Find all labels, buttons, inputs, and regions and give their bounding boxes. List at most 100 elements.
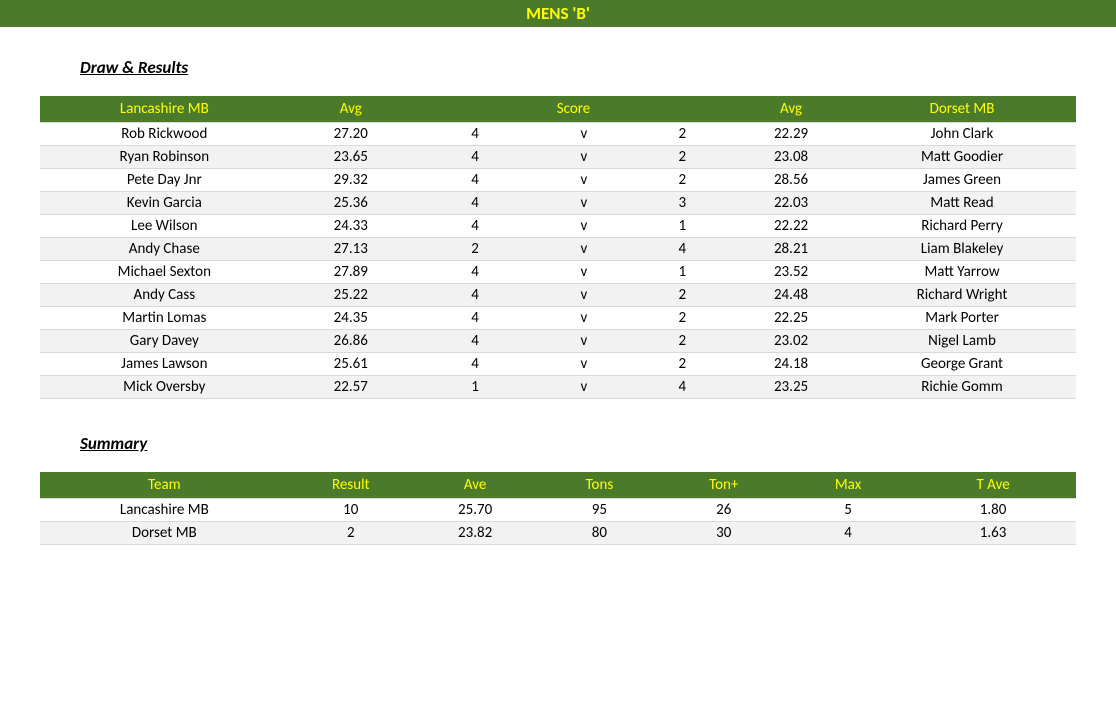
table-row: Gary Davey26.864v223.02Nigel Lamb xyxy=(40,330,1076,353)
table-row: Kevin Garcia25.364v322.03Matt Read xyxy=(40,192,1076,215)
score-right: 2 xyxy=(630,123,734,146)
versus: v xyxy=(537,169,630,192)
player-right: George Grant xyxy=(848,353,1076,376)
tonp: 26 xyxy=(662,499,786,522)
result: 10 xyxy=(289,499,413,522)
avg-left: 22.57 xyxy=(289,376,413,399)
player-right: Matt Yarrow xyxy=(848,261,1076,284)
tave: 1.63 xyxy=(910,522,1076,545)
col-score: Score xyxy=(413,96,734,123)
player-left: Andy Cass xyxy=(40,284,289,307)
player-left: Pete Day Jnr xyxy=(40,169,289,192)
col-team: Team xyxy=(40,472,289,499)
table-row: Pete Day Jnr29.324v228.56James Green xyxy=(40,169,1076,192)
avg-right: 22.03 xyxy=(734,192,848,215)
player-right: Richard Wright xyxy=(848,284,1076,307)
score-left: 4 xyxy=(413,169,537,192)
avg-left: 24.33 xyxy=(289,215,413,238)
table-row: Mick Oversby22.571v423.25Richie Gomm xyxy=(40,376,1076,399)
player-right: Richard Perry xyxy=(848,215,1076,238)
table-row: James Lawson25.614v224.18George Grant xyxy=(40,353,1076,376)
player-left: James Lawson xyxy=(40,353,289,376)
table-row: Andy Cass25.224v224.48Richard Wright xyxy=(40,284,1076,307)
player-left: Ryan Robinson xyxy=(40,146,289,169)
score-left: 4 xyxy=(413,353,537,376)
score-left: 4 xyxy=(413,192,537,215)
versus: v xyxy=(537,192,630,215)
page-title-bar: MENS 'B' xyxy=(0,0,1116,27)
table-row: Andy Chase27.132v428.21Liam Blakeley xyxy=(40,238,1076,261)
versus: v xyxy=(537,261,630,284)
avg-right: 23.02 xyxy=(734,330,848,353)
avg-right: 28.56 xyxy=(734,169,848,192)
avg-left: 25.36 xyxy=(289,192,413,215)
avg-left: 24.35 xyxy=(289,307,413,330)
max: 4 xyxy=(786,522,910,545)
avg-right: 23.52 xyxy=(734,261,848,284)
team: Dorset MB xyxy=(40,522,289,545)
score-right: 1 xyxy=(630,215,734,238)
summary-header-row: Team Result Ave Tons Ton+ Max T Ave xyxy=(40,472,1076,499)
table-row: Michael Sexton27.894v123.52Matt Yarrow xyxy=(40,261,1076,284)
player-right: Nigel Lamb xyxy=(848,330,1076,353)
score-right: 4 xyxy=(630,238,734,261)
versus: v xyxy=(537,146,630,169)
avg-left: 29.32 xyxy=(289,169,413,192)
player-right: Mark Porter xyxy=(848,307,1076,330)
avg-right: 22.22 xyxy=(734,215,848,238)
score-right: 2 xyxy=(630,330,734,353)
avg-right: 28.21 xyxy=(734,238,848,261)
score-right: 2 xyxy=(630,169,734,192)
table-row: Ryan Robinson23.654v223.08Matt Goodier xyxy=(40,146,1076,169)
table-row: Lancashire MB1025.70952651.80 xyxy=(40,499,1076,522)
col-tonp: Ton+ xyxy=(662,472,786,499)
player-right: Richie Gomm xyxy=(848,376,1076,399)
player-right: Matt Goodier xyxy=(848,146,1076,169)
versus: v xyxy=(537,376,630,399)
player-left: Rob Rickwood xyxy=(40,123,289,146)
table-row: Martin Lomas24.354v222.25Mark Porter xyxy=(40,307,1076,330)
col-max: Max xyxy=(786,472,910,499)
table-row: Dorset MB223.82803041.63 xyxy=(40,522,1076,545)
score-left: 4 xyxy=(413,146,537,169)
avg-right: 22.25 xyxy=(734,307,848,330)
tonp: 30 xyxy=(662,522,786,545)
table-row: Lee Wilson24.334v122.22Richard Perry xyxy=(40,215,1076,238)
team: Lancashire MB xyxy=(40,499,289,522)
col-ave: Ave xyxy=(413,472,537,499)
col-avg-right: Avg xyxy=(734,96,848,123)
avg-right: 22.29 xyxy=(734,123,848,146)
score-left: 4 xyxy=(413,330,537,353)
col-tons: Tons xyxy=(537,472,661,499)
results-heading: Draw & Results xyxy=(80,57,1076,78)
results-header-row: Lancashire MB Avg Score Avg Dorset MB xyxy=(40,96,1076,123)
avg-left: 25.61 xyxy=(289,353,413,376)
score-right: 2 xyxy=(630,307,734,330)
avg-right: 24.18 xyxy=(734,353,848,376)
player-left: Andy Chase xyxy=(40,238,289,261)
avg-left: 27.13 xyxy=(289,238,413,261)
score-left: 4 xyxy=(413,307,537,330)
avg-left: 25.22 xyxy=(289,284,413,307)
player-left: Michael Sexton xyxy=(40,261,289,284)
avg-left: 26.86 xyxy=(289,330,413,353)
col-avg-left: Avg xyxy=(289,96,413,123)
ave: 25.70 xyxy=(413,499,537,522)
results-table: Lancashire MB Avg Score Avg Dorset MB Ro… xyxy=(40,96,1076,399)
score-right: 3 xyxy=(630,192,734,215)
versus: v xyxy=(537,215,630,238)
score-right: 2 xyxy=(630,284,734,307)
col-tave: T Ave xyxy=(910,472,1076,499)
player-left: Lee Wilson xyxy=(40,215,289,238)
versus: v xyxy=(537,330,630,353)
col-team-left: Lancashire MB xyxy=(40,96,289,123)
score-left: 4 xyxy=(413,261,537,284)
versus: v xyxy=(537,238,630,261)
score-left: 1 xyxy=(413,376,537,399)
score-right: 2 xyxy=(630,146,734,169)
avg-left: 27.89 xyxy=(289,261,413,284)
score-right: 2 xyxy=(630,353,734,376)
player-right: Matt Read xyxy=(848,192,1076,215)
score-left: 2 xyxy=(413,238,537,261)
player-left: Gary Davey xyxy=(40,330,289,353)
